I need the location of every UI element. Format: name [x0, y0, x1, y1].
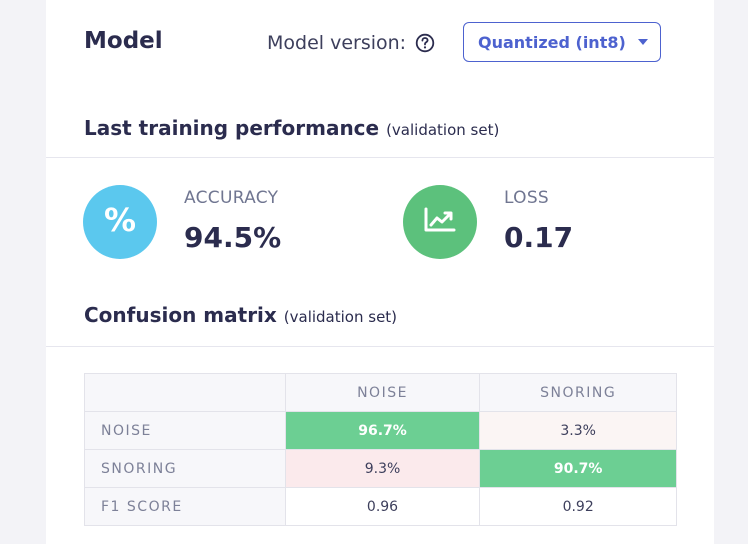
- model-version-label: Model version:: [267, 32, 435, 54]
- model-version-selected: Quantized (int8): [478, 32, 626, 52]
- row-header-noise: NOISE: [84, 411, 286, 450]
- matrix-cell: 96.7%: [284, 411, 481, 450]
- matrix-cell: 3.3%: [479, 411, 677, 450]
- column-header-noise: NOISE: [284, 373, 481, 412]
- loss-badge: [403, 185, 477, 259]
- accuracy-value: 94.5%: [184, 221, 282, 254]
- table-row: NOISE 96.7% 3.3%: [84, 411, 677, 450]
- caret-down-icon: [638, 39, 648, 45]
- model-title: Model: [84, 28, 163, 54]
- divider: [46, 157, 714, 158]
- matrix-cell: 9.3%: [284, 449, 481, 488]
- loss-value: 0.17: [504, 221, 574, 254]
- table-corner-cell: [84, 373, 286, 412]
- table-row: SNORING 9.3% 90.7%: [84, 449, 677, 488]
- model-version-dropdown[interactable]: Quantized (int8): [463, 22, 661, 62]
- table-header-row: NOISE SNORING: [84, 373, 677, 412]
- matrix-cell: 0.92: [479, 487, 677, 526]
- accuracy-badge: %: [83, 185, 157, 259]
- loss-label: LOSS: [504, 188, 550, 208]
- svg-text:%: %: [105, 203, 135, 237]
- training-performance-subtitle: (validation set): [386, 121, 500, 139]
- model-card: Model Model version: Quantized (int8) La…: [46, 0, 714, 544]
- training-performance-title: Last training performance: [84, 116, 380, 140]
- matrix-cell: 90.7%: [479, 449, 677, 488]
- matrix-cell: 0.96: [284, 487, 481, 526]
- column-header-snoring: SNORING: [479, 373, 677, 412]
- divider: [46, 346, 714, 347]
- model-version-text: Model version:: [267, 32, 407, 54]
- confusion-matrix-title: Confusion matrix: [84, 303, 277, 327]
- percent-icon: %: [104, 201, 136, 241]
- table-row: F1 SCORE 0.96 0.92: [84, 487, 677, 526]
- trending-chart-icon: [423, 206, 457, 238]
- training-performance-heading: Last training performance (validation se…: [84, 116, 499, 140]
- confusion-matrix-heading: Confusion matrix (validation set): [84, 303, 397, 327]
- confusion-matrix-subtitle: (validation set): [283, 308, 398, 326]
- confusion-matrix-table: NOISE SNORING NOISE 96.7% 3.3% SNORING 9…: [84, 373, 677, 526]
- row-header-snoring: SNORING: [84, 449, 286, 488]
- row-header-f1-score: F1 SCORE: [84, 487, 286, 526]
- help-icon[interactable]: [415, 33, 435, 53]
- accuracy-label: ACCURACY: [184, 188, 279, 208]
